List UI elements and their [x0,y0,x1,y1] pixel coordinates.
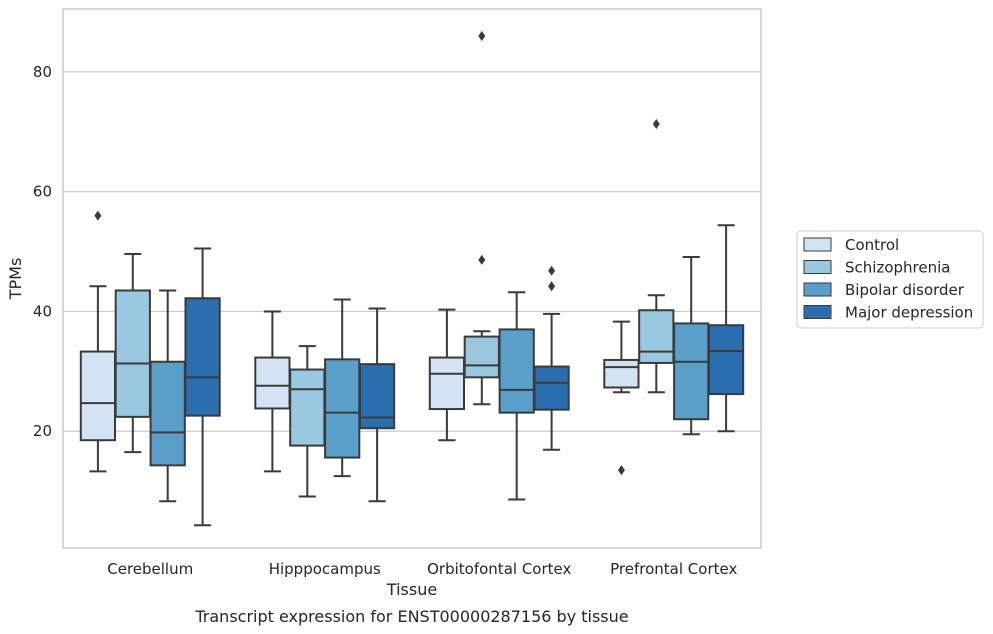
legend-swatch-0 [803,237,832,252]
box-body [463,335,500,379]
legend-swatch-1 [803,260,832,274]
box-body [428,356,466,411]
y-axis-label: TPMs [6,258,25,301]
box-1-1 [289,345,326,498]
legend: Control Schizophrenia Bipolar disorder Majo… [796,230,984,329]
box-2-0 [149,289,186,503]
box-body [184,297,221,417]
box-body [79,350,117,442]
box-body [533,365,570,411]
box-body [707,324,745,396]
box-1-0 [114,252,151,454]
box-body [324,358,361,459]
box-body [254,356,291,410]
legend-label-1: Schizophrenia [845,259,950,277]
x-tick-3: Prefrontal Cortex [610,560,737,578]
legend-label-3: Major depression [845,304,973,322]
box-body [603,358,640,389]
box-0-2 [428,308,466,442]
outlier-point [652,118,660,129]
y-tick-80: 80 [33,63,52,81]
box-3-3 [707,224,745,433]
box-body [114,289,151,418]
box-0-1 [254,310,291,473]
box-body [498,328,535,414]
box-body [149,360,186,467]
legend-swatch-3 [803,305,832,319]
box-3-2 [533,265,570,451]
legend-swatch-2 [803,282,832,297]
box-1-3 [638,118,675,394]
box-body [289,368,326,447]
box-2-3 [673,255,710,436]
x-tick-2: Orbitofontal Cortex [427,560,571,578]
box-body [673,322,710,421]
outlier-point [478,254,486,265]
box-body [638,309,675,364]
box-2-1 [324,298,361,478]
y-tick-20: 20 [33,422,52,440]
x-axis-label: Tissue [386,580,437,599]
box-0-3 [603,320,640,476]
plot-frame [62,8,762,549]
outlier-point [478,30,486,41]
box-groups [79,30,745,527]
box-3-1 [358,307,396,503]
box-2-2 [498,291,535,501]
legend-label-0: Control [845,236,899,254]
outlier-point [548,265,556,276]
legend-label-2: Bipolar disorder [845,281,965,299]
chart-caption: Transcript expression for ENST0000028715… [194,607,628,626]
outlier-point [617,465,625,476]
box-body [358,363,396,430]
outlier-point [548,281,556,292]
x-tick-0: Cerebellum [107,560,193,578]
box-3-0 [184,247,221,527]
box-0-0 [79,210,117,473]
x-tick-labels: Cerebellum Hipppocampus Orbitofontal Corte… [107,560,737,578]
box-1-2 [463,30,500,406]
legend-frame [796,230,984,329]
x-tick-1: Hipppocampus [269,560,381,578]
y-tick-40: 40 [33,302,52,320]
y-tick-labels: 20 40 60 80 [33,63,52,440]
y-tick-60: 60 [33,183,52,201]
outlier-point [94,210,102,221]
